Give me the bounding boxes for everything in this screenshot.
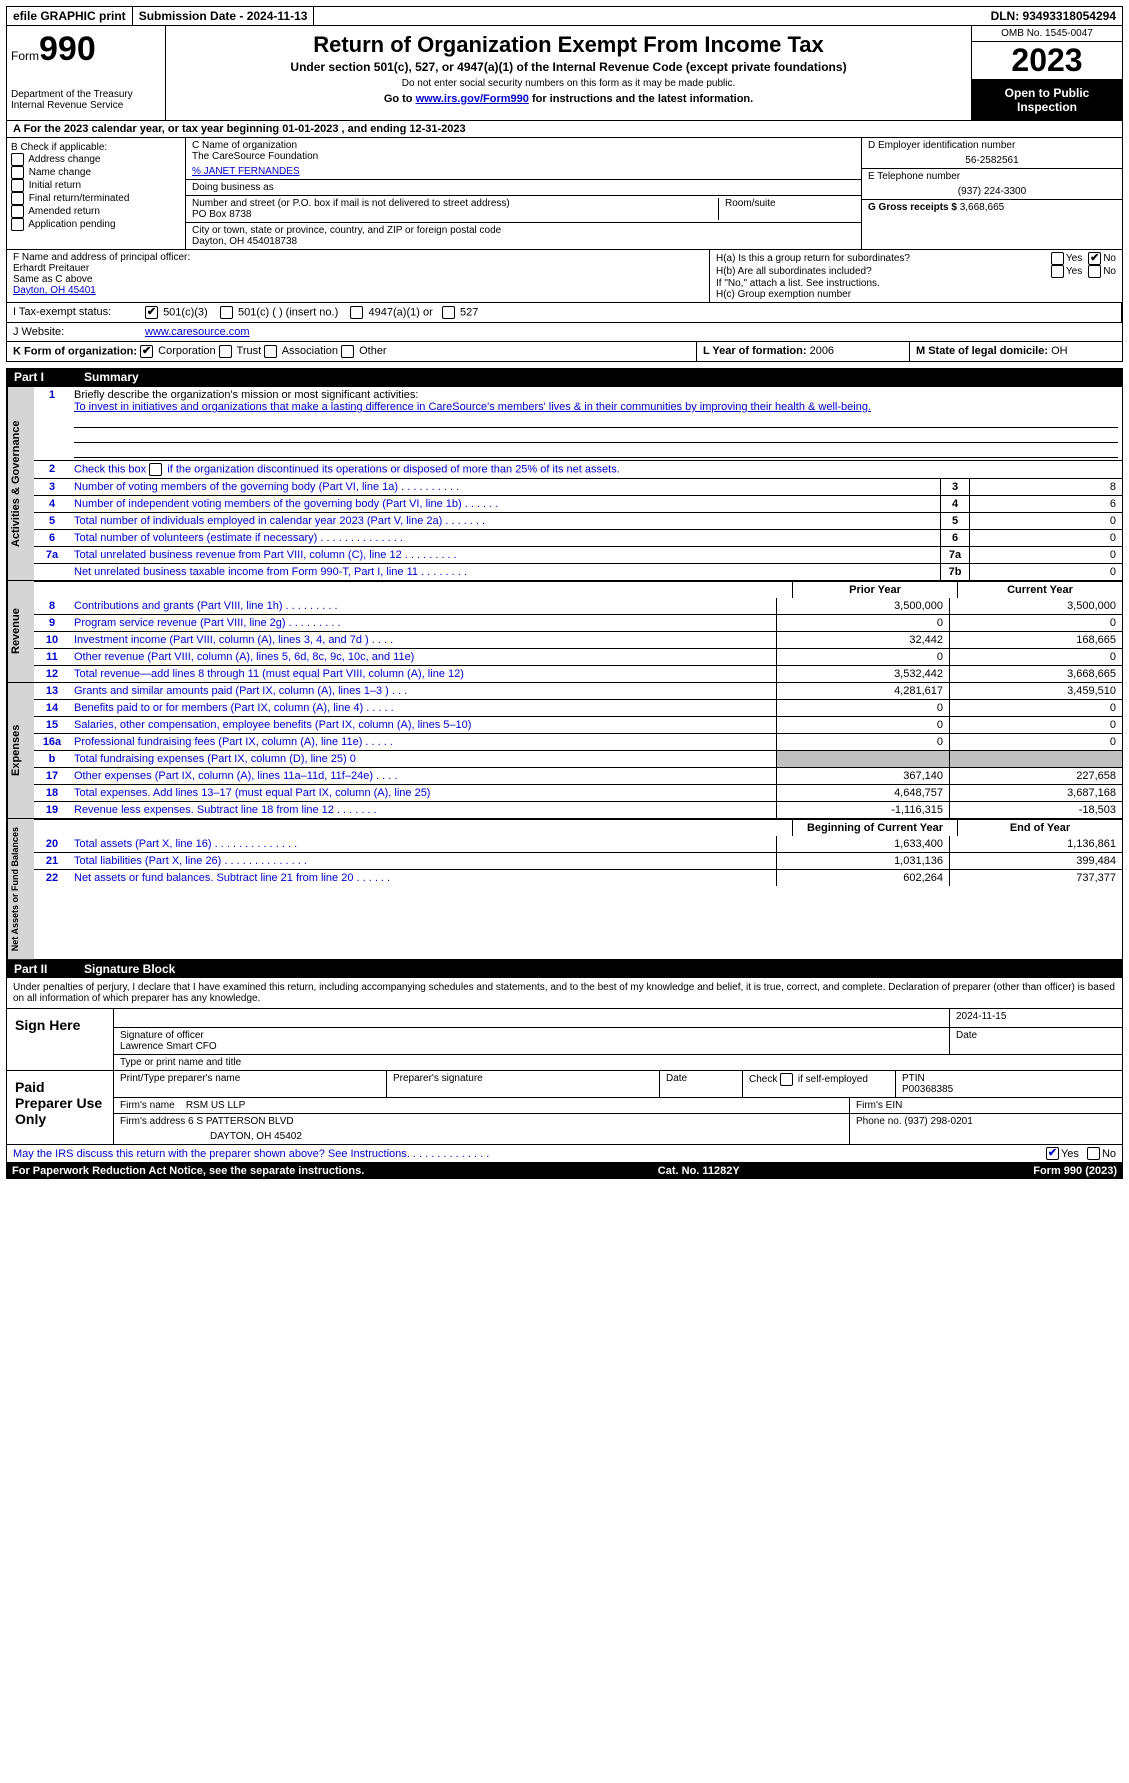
boxb-item: Final return/terminated	[11, 192, 181, 205]
part2-header: Part II Signature Block	[6, 960, 1123, 978]
table-row: 17Other expenses (Part IX, column (A), l…	[34, 767, 1122, 784]
ha-yes[interactable]	[1051, 252, 1064, 265]
ha-no[interactable]	[1088, 252, 1101, 265]
irs-link[interactable]: www.irs.gov/Form990	[416, 93, 529, 105]
phone: (937) 224-3300	[868, 186, 1116, 197]
officer-city: Dayton, OH 45401	[13, 285, 703, 296]
omb-number: OMB No. 1545-0047	[972, 26, 1122, 42]
expenses-section: Expenses 13Grants and similar amounts pa…	[6, 683, 1123, 819]
form-number: 990	[39, 30, 96, 68]
row-a-tax-year: A For the 2023 calendar year, or tax yea…	[6, 121, 1123, 138]
table-row: bTotal fundraising expenses (Part IX, co…	[34, 750, 1122, 767]
org-name: The CareSource Foundation	[192, 151, 855, 162]
val-7b: 0	[969, 564, 1122, 580]
discuss-yes[interactable]	[1046, 1147, 1059, 1160]
val-6: 0	[969, 530, 1122, 546]
dept-treasury: Department of the Treasury	[11, 89, 161, 100]
table-row: 12Total revenue—add lines 8 through 11 (…	[34, 665, 1122, 682]
table-row: 19Revenue less expenses. Subtract line 1…	[34, 801, 1122, 818]
discuss-no[interactable]	[1087, 1147, 1100, 1160]
box-deg: D Employer identification number 56-2582…	[862, 138, 1122, 249]
table-row: 9Program service revenue (Part VIII, lin…	[34, 614, 1122, 631]
city-state-zip: Dayton, OH 454018738	[192, 236, 855, 247]
officer-name: Erhardt Preitauer	[13, 263, 703, 274]
table-row: 20Total assets (Part X, line 16) . . . .…	[34, 836, 1122, 852]
top-bar: efile GRAPHIC print Submission Date - 20…	[6, 6, 1123, 26]
table-row: 15Salaries, other compensation, employee…	[34, 716, 1122, 733]
table-row: 14Benefits paid to or for members (Part …	[34, 699, 1122, 716]
mission-text: To invest in initiatives and organizatio…	[74, 401, 871, 413]
form-header: Form990 Department of the Treasury Inter…	[6, 26, 1123, 121]
table-row: 21Total liabilities (Part X, line 26) . …	[34, 852, 1122, 869]
section-bcd: B Check if applicable: Address change Na…	[6, 138, 1123, 250]
ptin: P00368385	[902, 1084, 1116, 1095]
submission-date: Submission Date - 2024-11-13	[133, 7, 315, 25]
perjury-text: Under penalties of perjury, I declare th…	[7, 978, 1122, 1008]
signature-block: Under penalties of perjury, I declare th…	[6, 978, 1123, 1145]
table-row: 10Investment income (Part VIII, column (…	[34, 631, 1122, 648]
dln: DLN: 93493318054294	[985, 7, 1122, 25]
row-klm: K Form of organization: Corporation Trus…	[6, 342, 1123, 362]
boxb-item: Application pending	[11, 218, 181, 231]
officer-sig: Lawrence Smart CFO	[120, 1041, 943, 1052]
boxb-item: Amended return	[11, 205, 181, 218]
row-i: I Tax-exempt status: 501(c)(3) 501(c) ( …	[6, 303, 1123, 323]
val-5: 0	[969, 513, 1122, 529]
preparer-phone: (937) 298-0201	[904, 1116, 972, 1127]
hb-no[interactable]	[1088, 265, 1101, 278]
firm-address: 6 S PATTERSON BLVD	[188, 1116, 294, 1127]
row-j: J Website: www.caresource.com	[6, 323, 1123, 342]
part1-header: Part I Summary	[6, 368, 1123, 386]
box-h: H(a) Is this a group return for subordin…	[710, 250, 1122, 302]
val-4: 6	[969, 496, 1122, 512]
activities-governance: Activities & Governance 1 Briefly descri…	[6, 386, 1123, 581]
ssn-warning: Do not enter social security numbers on …	[170, 78, 967, 89]
boxb-item: Name change	[11, 166, 181, 179]
form-label: Form	[11, 49, 39, 63]
boxb-item: Address change	[11, 153, 181, 166]
boxb-item: Initial return	[11, 179, 181, 192]
efile-label: efile GRAPHIC print	[7, 7, 133, 25]
sign-here-label: Sign Here	[7, 1009, 114, 1070]
dba-label: Doing business as	[186, 180, 861, 196]
netassets-section: Net Assets or Fund Balances Beginning of…	[6, 819, 1123, 960]
table-row: 22Net assets or fund balances. Subtract …	[34, 869, 1122, 886]
hb-yes[interactable]	[1051, 265, 1064, 278]
table-row: 8Contributions and grants (Part VIII, li…	[34, 598, 1122, 614]
ein: 56-2582561	[868, 155, 1116, 166]
section-fh: F Name and address of principal officer:…	[6, 250, 1123, 303]
year-formation: 2006	[810, 345, 834, 357]
open-to-public: Open to Public Inspection	[972, 80, 1122, 120]
irs-discuss-row: May the IRS discuss this return with the…	[6, 1145, 1123, 1163]
form-subtitle: Under section 501(c), 527, or 4947(a)(1)…	[170, 60, 967, 74]
table-row: 11Other revenue (Part VIII, column (A), …	[34, 648, 1122, 665]
street-address: PO Box 8738	[192, 209, 718, 220]
form-title: Return of Organization Exempt From Incom…	[170, 32, 967, 58]
box-b: B Check if applicable: Address change Na…	[7, 138, 186, 249]
table-row: 13Grants and similar amounts paid (Part …	[34, 683, 1122, 699]
tax-year: 2023	[972, 42, 1122, 80]
501c3-check[interactable]	[145, 306, 158, 319]
firm-name: RSM US LLP	[186, 1100, 245, 1111]
table-row: 18Total expenses. Add lines 13–17 (must …	[34, 784, 1122, 801]
val-7a: 0	[969, 547, 1122, 563]
val-3: 8	[969, 479, 1122, 495]
revenue-section: Revenue Prior YearCurrent Year 8Contribu…	[6, 581, 1123, 683]
paid-preparer-label: Paid Preparer Use Only	[7, 1071, 114, 1144]
box-f: F Name and address of principal officer:…	[7, 250, 710, 302]
box-c: C Name of organization The CareSource Fo…	[186, 138, 862, 249]
gross-receipts: 3,668,665	[960, 202, 1005, 213]
state-domicile: OH	[1051, 345, 1068, 357]
irs-label: Internal Revenue Service	[11, 100, 161, 111]
website[interactable]: www.caresource.com	[139, 323, 1122, 341]
care-of: % JANET FERNANDES	[192, 166, 855, 177]
sig-date: 2024-11-15	[950, 1009, 1122, 1027]
page-footer: For Paperwork Reduction Act Notice, see …	[6, 1163, 1123, 1179]
table-row: 16aProfessional fundraising fees (Part I…	[34, 733, 1122, 750]
